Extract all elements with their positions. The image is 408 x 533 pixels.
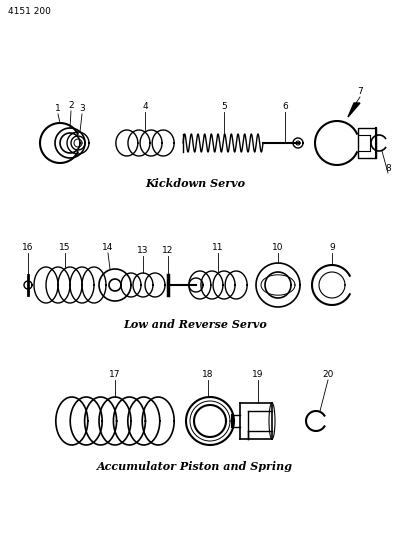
Text: Low and Reverse Servo: Low and Reverse Servo <box>123 319 267 330</box>
Text: 5: 5 <box>221 102 227 111</box>
Text: 17: 17 <box>109 370 121 379</box>
Text: 8: 8 <box>385 164 391 173</box>
Text: 18: 18 <box>202 370 214 379</box>
Text: 14: 14 <box>102 243 114 252</box>
Text: 6: 6 <box>282 102 288 111</box>
Text: 1: 1 <box>55 104 61 113</box>
Text: 9: 9 <box>329 243 335 252</box>
Text: 4151 200: 4151 200 <box>8 7 51 16</box>
Text: 10: 10 <box>272 243 284 252</box>
Text: Accumulator Piston and Spring: Accumulator Piston and Spring <box>97 461 293 472</box>
Text: 13: 13 <box>137 246 149 255</box>
Text: 3: 3 <box>79 104 85 113</box>
Text: 19: 19 <box>252 370 264 379</box>
Text: Kickdown Servo: Kickdown Servo <box>145 178 245 189</box>
Text: 12: 12 <box>162 246 174 255</box>
Text: 16: 16 <box>22 243 34 252</box>
Text: 7: 7 <box>357 87 363 96</box>
Polygon shape <box>348 103 360 117</box>
Text: 11: 11 <box>212 243 224 252</box>
Text: 4: 4 <box>142 102 148 111</box>
Text: 20: 20 <box>322 370 334 379</box>
Bar <box>358 128 376 158</box>
Text: 2: 2 <box>68 101 74 110</box>
Text: 15: 15 <box>59 243 71 252</box>
